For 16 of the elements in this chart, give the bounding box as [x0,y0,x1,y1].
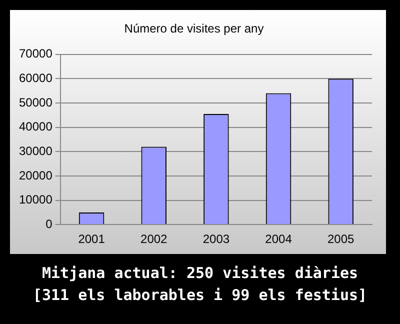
x-tick-label: 2002 [140,232,168,246]
y-tick-label: 40000 [18,120,53,134]
y-tick-label: 70000 [18,46,53,61]
x-tick-label: 2003 [202,232,230,246]
y-tick-label: 50000 [18,95,53,110]
y-tick-label: 0 [46,216,53,231]
y-tick-label: 30000 [18,144,53,158]
chart-title: Número de visites per any [124,22,264,36]
x-tick-label: 2004 [265,232,292,246]
text: [311 els laborables i 99 els festius] [32,285,368,306]
y-tick-label: 10000 [18,192,53,207]
text: Mitjana actual: 250 visites diàries [40,263,360,284]
y-tick-label: 60000 [18,71,53,86]
x-tick-label: 2005 [327,232,355,246]
y-tick-label: 20000 [18,168,53,182]
x-tick-label: 2001 [78,232,106,246]
